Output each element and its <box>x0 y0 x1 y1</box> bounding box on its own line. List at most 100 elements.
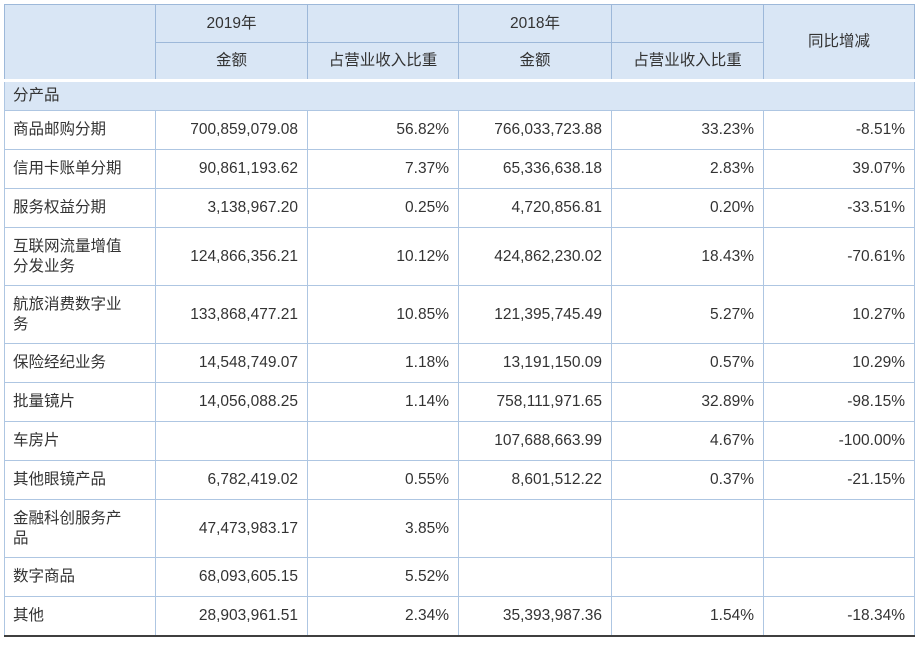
amount-2018-cell: 8,601,512.22 <box>458 460 612 500</box>
ratio-2018-cell <box>611 499 764 558</box>
amount-2019-cell: 3,138,967.20 <box>155 188 308 228</box>
table-row: 其他 28,903,961.51 2.34% 35,393,987.36 1.5… <box>4 596 915 637</box>
amount-2018-cell: 35,393,987.36 <box>458 596 612 637</box>
amount-2018-cell: 121,395,745.49 <box>458 285 612 344</box>
ratio-2019-cell: 10.85% <box>307 285 459 344</box>
product-name-cell: 航旅消费数字业务 <box>4 285 156 344</box>
amount-2018-cell <box>458 499 612 558</box>
empty-header-cell-2019 <box>307 4 459 43</box>
yoy-cell <box>763 557 915 597</box>
ratio-2019-cell: 0.55% <box>307 460 459 500</box>
amount-2018-cell: 13,191,150.09 <box>458 343 612 383</box>
amount-2018-cell: 758,111,971.65 <box>458 382 612 422</box>
ratio-2019-cell: 5.52% <box>307 557 459 597</box>
ratio-2019-header: 占营业收入比重 <box>307 42 459 82</box>
amount-2019-header: 金额 <box>155 42 308 82</box>
yoy-cell: -33.51% <box>763 188 915 228</box>
ratio-2018-cell: 4.67% <box>611 421 764 461</box>
table-row: 服务权益分期 3,138,967.20 0.25% 4,720,856.81 0… <box>4 188 915 228</box>
ratio-2019-cell: 10.12% <box>307 227 459 286</box>
year-2019-header: 2019年 <box>155 4 308 43</box>
product-name-cell: 金融科创服务产品 <box>4 499 156 558</box>
yoy-cell: -98.15% <box>763 382 915 422</box>
ratio-2019-cell: 1.18% <box>307 343 459 383</box>
ratio-2019-cell: 0.25% <box>307 188 459 228</box>
amount-2019-cell: 28,903,961.51 <box>155 596 308 637</box>
yoy-header: 同比增减 <box>763 4 915 82</box>
yoy-cell: -100.00% <box>763 421 915 461</box>
amount-2018-cell <box>458 557 612 597</box>
product-name-cell: 车房片 <box>4 421 156 461</box>
table-row: 批量镜片 14,056,088.25 1.14% 758,111,971.65 … <box>4 382 915 422</box>
amount-2018-cell: 424,862,230.02 <box>458 227 612 286</box>
amount-2019-cell <box>155 421 308 461</box>
ratio-2018-cell <box>611 557 764 597</box>
amount-2019-cell: 14,548,749.07 <box>155 343 308 383</box>
ratio-2018-cell: 2.83% <box>611 149 764 189</box>
ratio-2019-cell: 1.14% <box>307 382 459 422</box>
amount-2018-cell: 766,033,723.88 <box>458 110 612 150</box>
ratio-2018-cell: 32.89% <box>611 382 764 422</box>
table-row: 保险经纪业务 14,548,749.07 1.18% 13,191,150.09… <box>4 343 915 383</box>
product-name-cell: 数字商品 <box>4 557 156 597</box>
product-name-cell: 其他 <box>4 596 156 637</box>
table-row: 信用卡账单分期 90,861,193.62 7.37% 65,336,638.1… <box>4 149 915 189</box>
ratio-2018-cell: 0.20% <box>611 188 764 228</box>
yoy-cell: 39.07% <box>763 149 915 189</box>
header-row-measures: 金额 占营业收入比重 金额 占营业收入比重 <box>5 42 915 82</box>
ratio-2018-cell: 1.54% <box>611 596 764 637</box>
table-row: 金融科创服务产品 47,473,983.17 3.85% <box>4 499 915 558</box>
product-name-cell: 服务权益分期 <box>4 188 156 228</box>
product-name-cell: 商品邮购分期 <box>4 110 156 150</box>
yoy-cell: -21.15% <box>763 460 915 500</box>
amount-2018-header: 金额 <box>458 42 612 82</box>
amount-2018-cell: 4,720,856.81 <box>458 188 612 228</box>
ratio-2019-cell <box>307 421 459 461</box>
product-name-cell: 信用卡账单分期 <box>4 149 156 189</box>
year-2018-header: 2018年 <box>458 4 612 43</box>
product-name-cell: 互联网流量增值分发业务 <box>4 227 156 286</box>
table-row: 商品邮购分期 700,859,079.08 56.82% 766,033,723… <box>4 110 915 150</box>
revenue-by-product-table: 2019年 2018年 同比增减 金额 占营业收入比重 金额 占营业收入比重 分… <box>4 4 915 637</box>
ratio-2019-cell: 2.34% <box>307 596 459 637</box>
section-label: 分产品 <box>4 80 915 111</box>
product-name-cell: 批量镜片 <box>4 382 156 422</box>
amount-2019-cell: 47,473,983.17 <box>155 499 308 558</box>
ratio-2019-cell: 3.85% <box>307 499 459 558</box>
product-name-cell: 其他眼镜产品 <box>4 460 156 500</box>
yoy-cell: -8.51% <box>763 110 915 150</box>
product-name-cell: 保险经纪业务 <box>4 343 156 383</box>
table-row: 其他眼镜产品 6,782,419.02 0.55% 8,601,512.22 0… <box>4 460 915 500</box>
amount-2019-cell: 700,859,079.08 <box>155 110 308 150</box>
amount-2019-cell: 133,868,477.21 <box>155 285 308 344</box>
ratio-2018-header: 占营业收入比重 <box>611 42 764 82</box>
table-row: 数字商品 68,093,605.15 5.52% <box>4 557 915 597</box>
ratio-2019-cell: 56.82% <box>307 110 459 150</box>
table-row: 互联网流量增值分发业务 124,866,356.21 10.12% 424,86… <box>4 227 915 286</box>
yoy-cell <box>763 499 915 558</box>
ratio-2019-cell: 7.37% <box>307 149 459 189</box>
empty-header-cell-2018 <box>611 4 764 43</box>
ratio-2018-cell: 0.57% <box>611 343 764 383</box>
ratio-2018-cell: 33.23% <box>611 110 764 150</box>
yoy-cell: 10.29% <box>763 343 915 383</box>
corner-cell <box>4 4 156 82</box>
yoy-cell: 10.27% <box>763 285 915 344</box>
yoy-cell: -70.61% <box>763 227 915 286</box>
section-row-by-product: 分产品 <box>4 80 915 111</box>
amount-2019-cell: 68,093,605.15 <box>155 557 308 597</box>
amount-2018-cell: 65,336,638.18 <box>458 149 612 189</box>
ratio-2018-cell: 18.43% <box>611 227 764 286</box>
amount-2019-cell: 90,861,193.62 <box>155 149 308 189</box>
ratio-2018-cell: 0.37% <box>611 460 764 500</box>
table-row: 航旅消费数字业务 133,868,477.21 10.85% 121,395,7… <box>4 285 915 344</box>
amount-2019-cell: 14,056,088.25 <box>155 382 308 422</box>
yoy-cell: -18.34% <box>763 596 915 637</box>
amount-2019-cell: 6,782,419.02 <box>155 460 308 500</box>
amount-2019-cell: 124,866,356.21 <box>155 227 308 286</box>
amount-2018-cell: 107,688,663.99 <box>458 421 612 461</box>
ratio-2018-cell: 5.27% <box>611 285 764 344</box>
table-row: 车房片 107,688,663.99 4.67% -100.00% <box>4 421 915 461</box>
header-row-years: 2019年 2018年 同比增减 <box>4 4 915 82</box>
